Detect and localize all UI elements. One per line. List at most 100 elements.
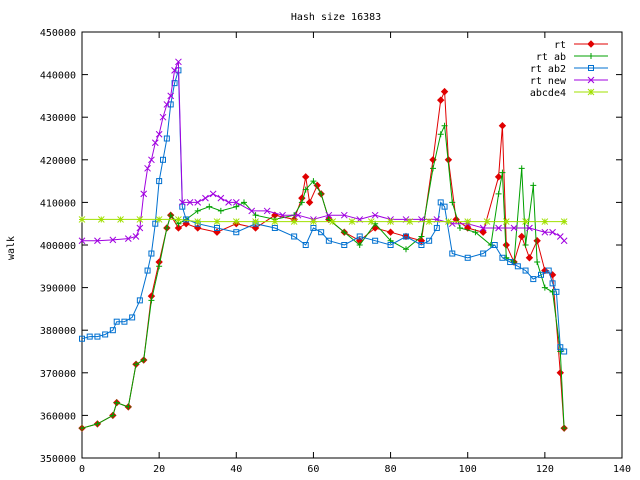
data-point [588, 65, 594, 71]
data-point [464, 224, 472, 232]
y-tick-label: 380000 [40, 326, 76, 337]
data-point [556, 369, 564, 377]
data-point [175, 58, 182, 66]
data-point [290, 218, 298, 225]
data-point [483, 218, 491, 225]
data-point [302, 173, 310, 181]
data-point [445, 218, 452, 225]
data-point [310, 218, 317, 225]
data-point [522, 242, 529, 248]
data-point [533, 237, 541, 245]
data-point [437, 96, 445, 104]
data-point [541, 228, 549, 236]
data-point [213, 218, 221, 225]
data-point [202, 194, 209, 202]
data-point [152, 220, 159, 227]
data-point [526, 224, 533, 232]
y-tick-label: 360000 [40, 411, 76, 422]
data-point [113, 399, 120, 406]
series-line [82, 61, 565, 242]
data-point [545, 267, 552, 274]
data-point [167, 212, 174, 219]
data-point [356, 233, 363, 240]
data-point [522, 267, 529, 274]
data-point [241, 199, 247, 206]
data-point [183, 216, 190, 223]
data-point [155, 130, 163, 138]
data-point [302, 186, 309, 193]
series-rt-new [78, 58, 568, 245]
data-point [159, 113, 167, 121]
x-tick-label: 60 [307, 464, 319, 475]
data-point [291, 233, 298, 240]
y-tick-label: 390000 [40, 284, 76, 295]
series-layer [78, 58, 568, 432]
data-point [457, 224, 463, 231]
y-tick-label: 370000 [40, 369, 76, 380]
data-point [194, 218, 202, 225]
data-point [148, 156, 155, 164]
data-point [94, 420, 101, 427]
data-point [538, 271, 544, 278]
data-point [121, 318, 128, 325]
data-point [510, 224, 518, 232]
x-tick-label: 120 [536, 464, 554, 475]
data-point [549, 228, 556, 236]
series-rt-ab [79, 122, 568, 432]
x-axis-ticks: 0 20 40 60 80 100 120 140 [79, 32, 631, 475]
data-point [356, 242, 363, 248]
data-point [94, 333, 101, 340]
legend-label: rt ab [536, 52, 566, 63]
series-line [81, 70, 565, 352]
data-point [133, 361, 139, 368]
data-point [252, 218, 259, 225]
y-tick-label: 450000 [40, 28, 76, 39]
data-point [514, 263, 521, 270]
data-point [341, 229, 348, 236]
data-point [217, 194, 225, 202]
data-point [464, 218, 472, 225]
data-point [472, 229, 479, 236]
y-axis-ticks: 350000 360000 370000 380000 390000 400000 4100… [40, 28, 622, 465]
data-point [156, 263, 163, 270]
chart-title: Hash size 16383 [291, 12, 381, 23]
data-point [371, 211, 379, 219]
data-point [418, 233, 425, 240]
data-point [171, 80, 178, 87]
data-point [487, 242, 494, 248]
data-point [232, 199, 240, 206]
data-point [279, 211, 286, 219]
data-point [178, 199, 186, 206]
data-point [232, 218, 240, 225]
data-point [271, 218, 279, 225]
data-point [541, 284, 548, 291]
data-point [163, 101, 171, 108]
y-tick-label: 410000 [40, 198, 76, 209]
data-point [148, 297, 155, 304]
series-rt-ab2 [79, 67, 568, 355]
data-point [561, 425, 568, 432]
data-point [403, 233, 409, 240]
data-point [587, 76, 595, 84]
data-point [341, 242, 348, 248]
data-point [499, 169, 506, 176]
data-point [348, 218, 356, 225]
data-point [252, 212, 259, 219]
data-point [437, 199, 444, 206]
data-point [340, 211, 348, 219]
series-abcde4 [78, 216, 568, 225]
data-point [194, 207, 201, 214]
data-point [440, 87, 449, 96]
data-point [498, 122, 507, 130]
data-point [194, 199, 202, 206]
data-point [491, 242, 498, 248]
data-point [441, 203, 448, 210]
data-point [209, 190, 217, 198]
data-point [549, 280, 556, 287]
data-point [553, 288, 560, 295]
data-point [294, 211, 302, 219]
data-point [525, 254, 534, 262]
data-point [233, 203, 240, 210]
